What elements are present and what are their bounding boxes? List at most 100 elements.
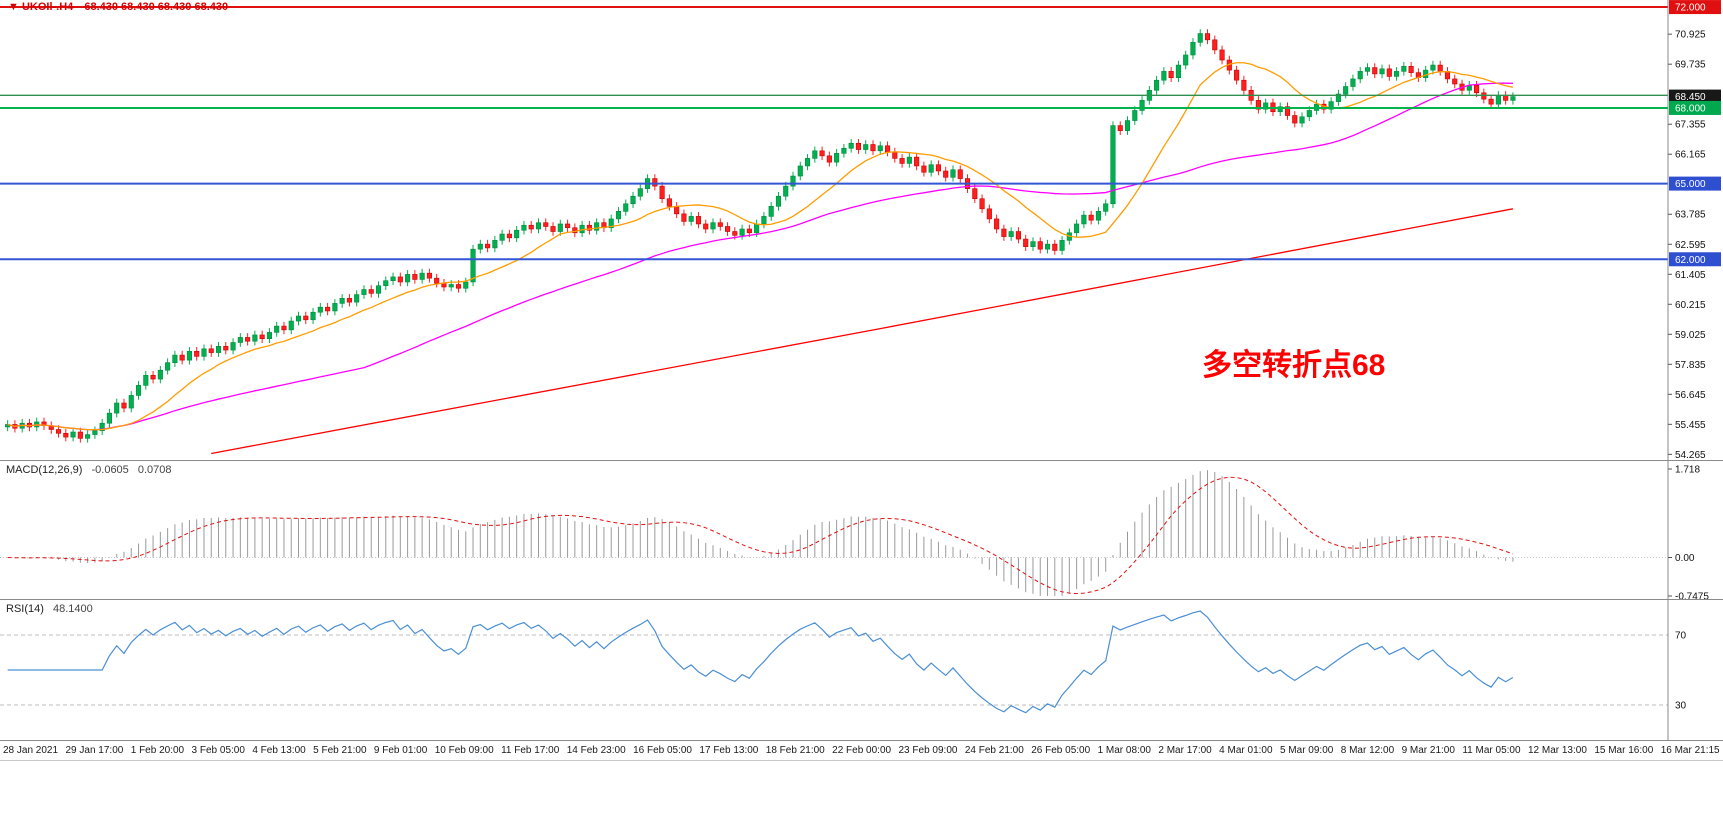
candle-body: [1154, 79, 1160, 91]
candle-body: [1095, 211, 1101, 221]
candle-body: [623, 203, 629, 212]
candle-body: [1394, 71, 1400, 77]
price-tick-label: 70.925: [1675, 30, 1706, 41]
candle-body: [1503, 95, 1509, 101]
candle-body: [390, 276, 396, 282]
time-label: 1 Feb 20:00: [130, 745, 185, 756]
candle-body: [775, 195, 782, 207]
candle-body: [1350, 78, 1356, 87]
candle-body: [1161, 71, 1167, 81]
candle-body: [85, 434, 91, 439]
candle-body: [121, 402, 127, 409]
candle-body: [70, 431, 76, 438]
time-label: 4 Mar 01:00: [1219, 745, 1273, 756]
candle-body: [1379, 68, 1385, 75]
candle-body: [274, 325, 280, 333]
price-badge: [1669, 252, 1721, 267]
time-label: 1 Mar 08:00: [1097, 745, 1151, 756]
rsi-value: 48.1400: [52, 603, 93, 615]
candle-body: [361, 289, 367, 295]
candle-body: [128, 395, 134, 409]
candle-body: [804, 158, 811, 167]
candle-body: [499, 233, 505, 241]
candle-body: [165, 362, 171, 371]
candle-body: [368, 289, 374, 294]
candle-body: [1372, 67, 1378, 75]
candle-body: [99, 422, 105, 432]
rsi-pane[interactable]: 70 30 RSI(14) 48.1400: [0, 600, 1723, 741]
candle-body: [899, 158, 905, 164]
candle-body: [237, 337, 243, 343]
candle-body: [666, 198, 672, 207]
candle-body: [870, 144, 876, 152]
candle-body: [383, 280, 389, 287]
candle-body: [710, 222, 716, 230]
candle-body: [426, 272, 432, 279]
time-label: 18 Feb 21:00: [765, 745, 825, 756]
price-badge: [1669, 100, 1721, 115]
candle-body: [281, 325, 287, 331]
rsi-chart-canvas[interactable]: 70 30: [0, 600, 1723, 740]
candle-body: [783, 185, 789, 197]
candle-body: [572, 227, 578, 234]
candle-body: [1335, 93, 1341, 102]
price-tick-label: 56.645: [1675, 390, 1706, 401]
price-badge-label: 68.000: [1675, 103, 1706, 114]
candle-body: [826, 155, 832, 163]
time-axis[interactable]: 28 Jan 2021 29 Jan 17:00 1 Feb 20:00 3 Feb …: [0, 741, 1723, 761]
candle-body: [201, 348, 207, 357]
candle-body: [1488, 98, 1494, 105]
annotation-text[interactable]: 多空转折点68: [1202, 349, 1386, 382]
price-tick-label: 59.025: [1675, 330, 1706, 341]
candle-body: [1110, 125, 1116, 205]
candle-body: [1074, 223, 1080, 234]
candle-body: [485, 243, 491, 249]
candle-body: [1364, 67, 1371, 72]
candle-body: [208, 348, 214, 353]
candle-body: [725, 226, 731, 232]
candle-body: [812, 150, 818, 159]
candle-body: [455, 284, 462, 289]
candle-body: [950, 169, 956, 178]
candle-body: [230, 342, 236, 351]
macd-chart-canvas[interactable]: 1.718 0.00 -0.7475: [0, 461, 1723, 599]
candle-body: [339, 298, 345, 304]
price-chart-canvas[interactable]: 70.925 69.735 67.355 66.165 63.785 62.595 61.4…: [0, 0, 1723, 460]
candle-body: [1023, 238, 1029, 247]
price-pane[interactable]: 70.925 69.735 67.355 66.165 63.785 62.595 61.4…: [0, 0, 1723, 461]
candle-body: [768, 206, 774, 217]
time-label: 10 Feb 09:00: [434, 745, 494, 756]
candle-body: [834, 153, 840, 163]
time-label: 2 Mar 17:00: [1158, 745, 1212, 756]
rsi-axis-label: 30: [1675, 701, 1687, 712]
macd-pane[interactable]: 1.718 0.00 -0.7475 MACD(12,26,9) -0.0605 0…: [0, 461, 1723, 600]
price-badge-label: 62.000: [1675, 255, 1706, 266]
candle-body: [615, 211, 622, 220]
candle-body: [63, 432, 69, 438]
candle-body: [550, 226, 556, 232]
candle-body: [1263, 102, 1269, 110]
candle-body: [994, 218, 1000, 230]
candle-body: [303, 315, 309, 321]
candle-body: [259, 334, 265, 340]
candle-body: [157, 369, 163, 380]
candle-body: [848, 142, 854, 149]
candle-body: [1299, 116, 1305, 124]
candle-body: [1103, 203, 1109, 212]
price-badge: [1669, 89, 1721, 104]
candle-body: [543, 222, 549, 227]
candle-body: [797, 165, 803, 177]
candle-body: [884, 145, 891, 153]
price-tick-label: 63.785: [1675, 210, 1706, 221]
ma-slow-line: [211, 208, 1514, 455]
candle-body: [1088, 214, 1094, 221]
candle-body: [1139, 100, 1145, 111]
candle-body: [877, 145, 883, 152]
candle-body: [841, 147, 847, 154]
candle-body: [223, 345, 229, 351]
candle-body: [412, 274, 418, 280]
candle-body: [695, 216, 702, 225]
candle-body: [354, 294, 360, 303]
candle-body: [332, 303, 338, 312]
